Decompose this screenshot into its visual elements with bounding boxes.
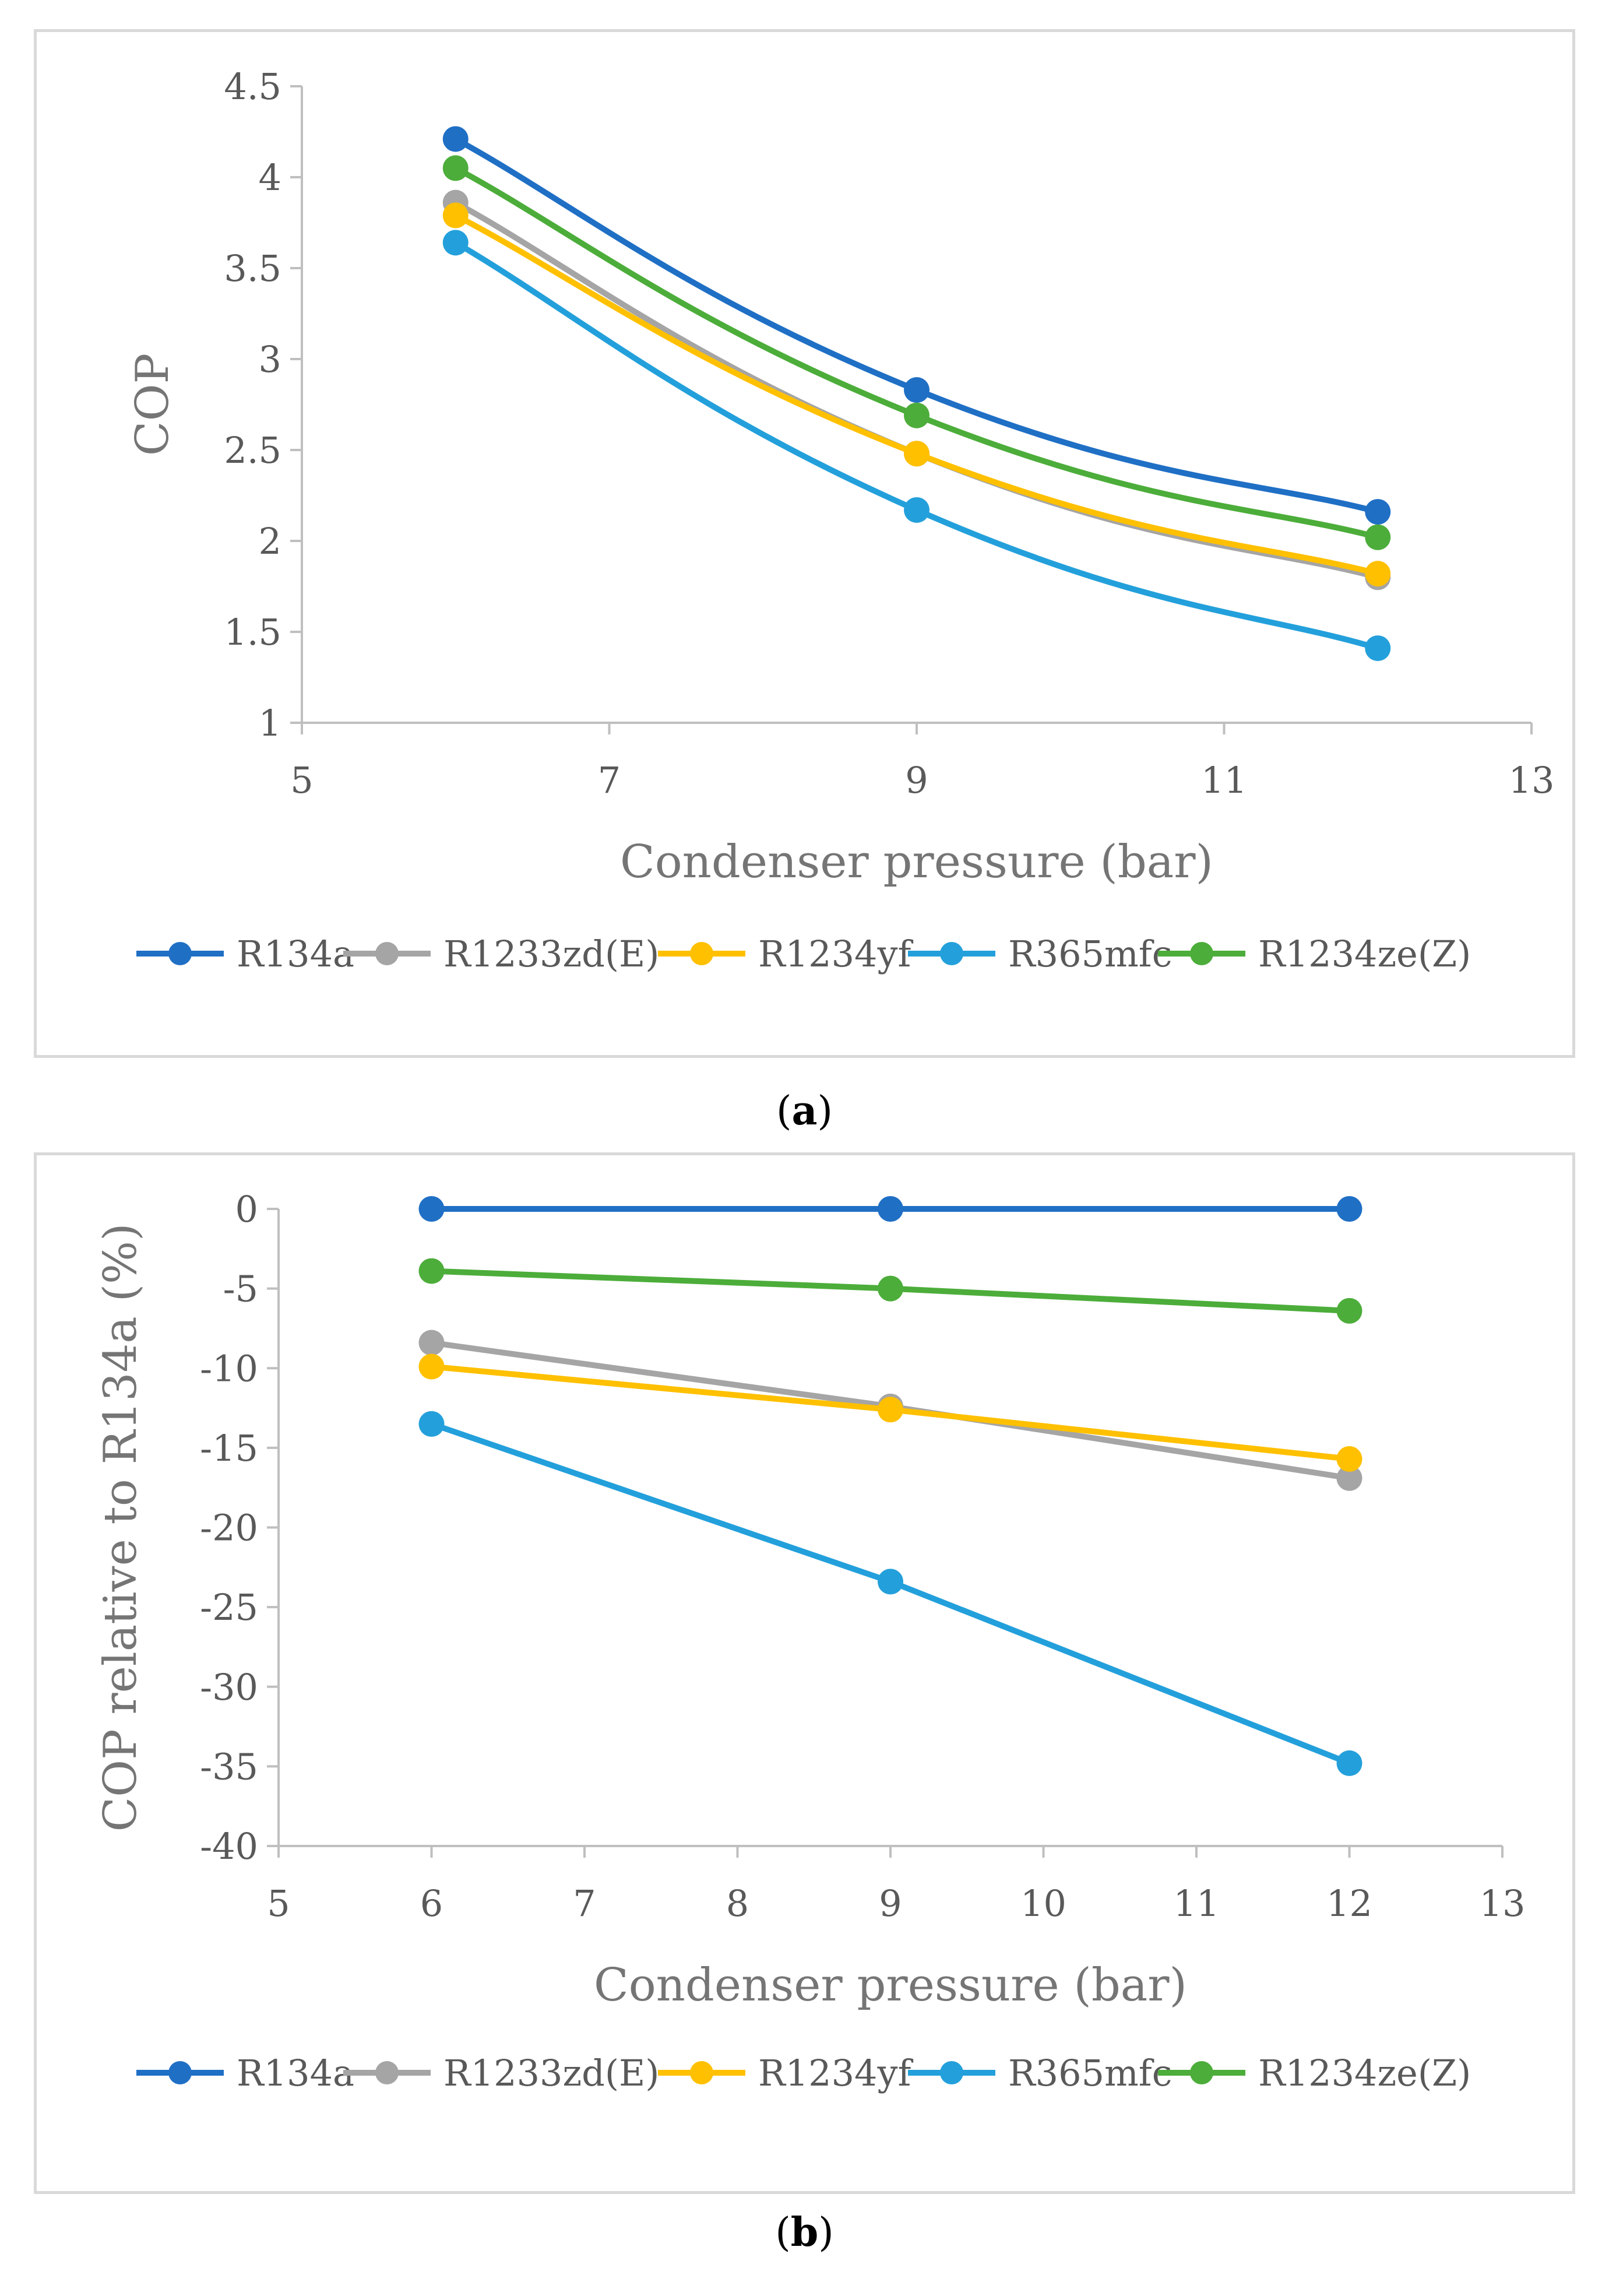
chart-a-y-tick-label: 1 [259, 702, 281, 744]
chart-a-x-tick-label: 11 [1201, 759, 1247, 801]
chart-a: 1 1.5 2 2.5 3 3.5 4 4.5 5 7 9 11 13 Condenser pressur… [126, 65, 1555, 975]
chart-a-legend-label: R1234yf [758, 933, 913, 975]
chart-b-data-point [418, 1196, 445, 1222]
chart-a-data-point [904, 441, 930, 467]
chart-a-legend-label: R1233zd(E) [443, 933, 659, 975]
caption-a-open: ( [776, 1088, 792, 1134]
chart-a-data-point [904, 402, 930, 428]
chart-a-legend-swatch-marker [690, 942, 713, 965]
chart-b-x-tick-label: 12 [1326, 1882, 1372, 1925]
chart-b-y-tick-label: -10 [200, 1347, 258, 1390]
caption-a: (a) [0, 1088, 1609, 1134]
chart-a-x-tick-label: 7 [598, 759, 621, 801]
chart-a-legend-swatch-marker [940, 942, 963, 965]
chart-a-legend-swatch-marker [168, 942, 192, 965]
caption-b-open: ( [775, 2210, 791, 2256]
chart-b-data-point [878, 1569, 903, 1595]
chart-a-legend-swatch-marker [1190, 942, 1213, 965]
caption-b-close: ) [818, 2210, 834, 2256]
caption-a-letter: a [791, 1088, 818, 1134]
chart-b-y-axis-label: COP relative to R134a (%) [94, 1223, 147, 1831]
chart-b-legend-label: R1233zd(E) [443, 2052, 659, 2094]
chart-a-y-tick-label: 2 [259, 520, 281, 562]
chart-a-data-point [442, 230, 469, 256]
chart-b-x-tick-label: 8 [726, 1882, 749, 1925]
chart-b-data-point [1336, 1196, 1362, 1222]
chart-panel-b: -40 -35 -30 -25 -20 -15 -10 -5 0 5 6 7 8 9 10 11 12 13 Con… [34, 1152, 1575, 2194]
chart-b-data-point [1336, 1465, 1362, 1491]
chart-b-legend-label: R365mfc [1008, 2052, 1172, 2094]
chart-a-data-point [904, 497, 930, 523]
chart-a-x-tick-label: 5 [290, 759, 313, 801]
chart-b-y-tick-label: -15 [200, 1427, 258, 1469]
chart-a-x-axis-label: Condenser pressure (bar) [620, 836, 1213, 888]
chart-b-legend-label: R1234yf [758, 2052, 913, 2094]
chart-b-x-tick-label: 6 [420, 1882, 443, 1925]
chart-a-y-tick-label: 3.5 [224, 247, 281, 290]
chart-b-legend-swatch-marker [168, 2061, 192, 2084]
chart-b-y-tick-label: -40 [200, 1825, 258, 1868]
chart-a-data-point [1365, 499, 1391, 525]
chart-b-data-point [878, 1196, 903, 1222]
chart-b-data-point [1336, 1298, 1362, 1324]
chart-b-data-point [1336, 1750, 1362, 1776]
chart-b-y-tick-label: -20 [200, 1507, 258, 1549]
chart-a-data-point [904, 377, 930, 403]
chart-b-data-point [418, 1330, 445, 1356]
caption-b: (b) [0, 2209, 1609, 2256]
chart-a-x-tick-label: 13 [1509, 759, 1555, 801]
chart-a-x-tick-label: 9 [905, 759, 928, 801]
chart-b-x-tick-label: 11 [1174, 1882, 1220, 1925]
chart-a-data-point [442, 202, 469, 228]
chart-b-data-point [418, 1353, 445, 1380]
chart-a-data-point [1365, 561, 1391, 587]
chart-a-y-axis-label: COP [126, 353, 179, 456]
chart-a-legend-label: R365mfc [1008, 933, 1172, 975]
chart-b-legend-swatch-marker [375, 2061, 399, 2084]
chart-a-data-point [1365, 524, 1391, 550]
chart-b-legend-label: R1234ze(Z) [1258, 2052, 1471, 2094]
chart-a-data-point [1365, 635, 1391, 662]
chart-a-y-tick-label: 4 [259, 156, 281, 199]
chart-a-legend-label: R1234ze(Z) [1258, 933, 1471, 975]
chart-a-y-tick-label: 1.5 [224, 611, 281, 653]
chart-b-legend-label: R134a [237, 2052, 354, 2094]
chart-b-y-tick-label: -35 [200, 1745, 258, 1788]
chart-a-legend-swatch-marker [375, 942, 399, 965]
chart-b-legend-swatch-marker [690, 2061, 713, 2084]
chart-b-data-point [418, 1411, 445, 1437]
chart-a-y-tick-label: 3 [259, 338, 281, 381]
chart-b-legend-swatch-marker [1190, 2061, 1213, 2084]
chart-b-data-point [1336, 1446, 1362, 1472]
chart-b-y-tick-label: -30 [200, 1666, 258, 1708]
caption-a-close: ) [817, 1088, 833, 1134]
chart-b-x-tick-label: 13 [1480, 1882, 1526, 1925]
chart-b-x-axis-label: Condenser pressure (bar) [594, 1959, 1187, 2012]
chart-a-legend-label: R134a [237, 933, 354, 975]
chart-a-y-tick-label: 4.5 [224, 65, 281, 108]
chart-a-data-point [442, 155, 469, 181]
chart-panel-a: 1 1.5 2 2.5 3 3.5 4 4.5 5 7 9 11 13 Condenser pressur… [34, 29, 1575, 1058]
chart-b-y-tick-label: -5 [223, 1268, 258, 1310]
chart-b-data-point [418, 1258, 445, 1284]
chart-b: -40 -35 -30 -25 -20 -15 -10 -5 0 5 6 7 8 9 10 11 12 13 Con… [94, 1188, 1526, 2094]
chart-b-legend-swatch-marker [940, 2061, 963, 2084]
chart-b-data-point [878, 1397, 903, 1423]
chart-a-y-tick-label: 2.5 [224, 429, 281, 472]
chart-b-y-tick-label: 0 [235, 1188, 258, 1230]
chart-a-data-point [442, 126, 469, 152]
chart-b-x-tick-label: 7 [573, 1882, 596, 1925]
chart-b-y-tick-label: -25 [200, 1586, 258, 1629]
caption-b-letter: b [790, 2209, 819, 2256]
chart-b-x-tick-label: 10 [1020, 1882, 1066, 1925]
chart-b-x-tick-label: 5 [267, 1882, 290, 1925]
chart-b-x-tick-label: 9 [879, 1882, 902, 1925]
chart-b-data-point [878, 1275, 903, 1302]
